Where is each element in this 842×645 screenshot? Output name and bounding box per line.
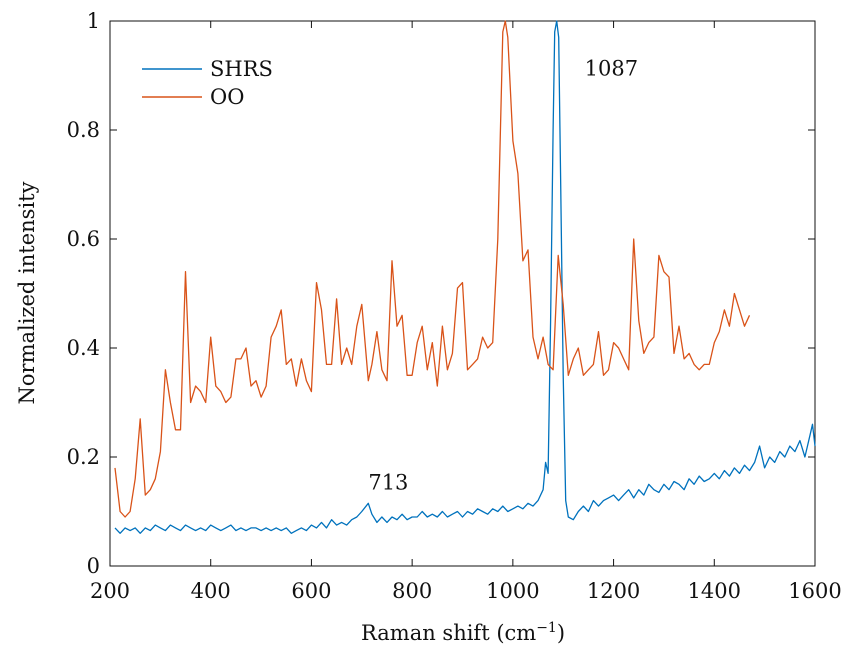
x-tick-label: 1000 [486, 579, 539, 603]
x-tick-label: 800 [392, 579, 432, 603]
series-line-shrs [114, 20, 816, 534]
series-line-oo [114, 20, 751, 518]
x-axis-label: Raman shift (cm−1) [361, 620, 565, 645]
y-axis-label: Normalized intensity [15, 181, 39, 404]
legend: SHRS OO [142, 57, 273, 109]
x-tick-labels: 200 400 600 800 1000 1200 1400 1600 [90, 579, 842, 603]
legend-label-oo: OO [210, 85, 244, 109]
annotations: 713 1087 [368, 57, 638, 495]
y-tick-labels: 0 0.2 0.4 0.6 0.8 1 [67, 9, 100, 578]
y-tick-label: 0.4 [67, 336, 100, 360]
peak-annotation: 1087 [585, 57, 638, 81]
x-axis-label-superscript: −1 [536, 620, 557, 636]
x-tick-label: 600 [291, 579, 331, 603]
axes-box [109, 20, 816, 567]
y-tick-label: 0.2 [67, 445, 100, 469]
x-tick-label: 400 [191, 579, 231, 603]
x-tick-label: 1400 [688, 579, 741, 603]
y-tick-label: 0.8 [67, 118, 100, 142]
x-axis-label-close: ) [557, 621, 565, 645]
legend-label-shrs: SHRS [210, 57, 273, 81]
y-tick-marks [110, 20, 815, 567]
x-tick-label: 1600 [788, 579, 841, 603]
x-tick-label: 200 [90, 579, 130, 603]
plot-area: 200 400 600 800 1000 1200 1400 1600 00.20.40.60… [67, 9, 842, 603]
x-tick-label: 1200 [587, 579, 640, 603]
peak-annotation: 713 [368, 471, 408, 495]
y-tick-label: 0.6 [67, 227, 100, 251]
x-tick-marks [109, 21, 816, 566]
series-lines [114, 20, 816, 534]
y-tick-label: 1 [87, 9, 100, 33]
y-tick-label: 0 [87, 554, 100, 578]
